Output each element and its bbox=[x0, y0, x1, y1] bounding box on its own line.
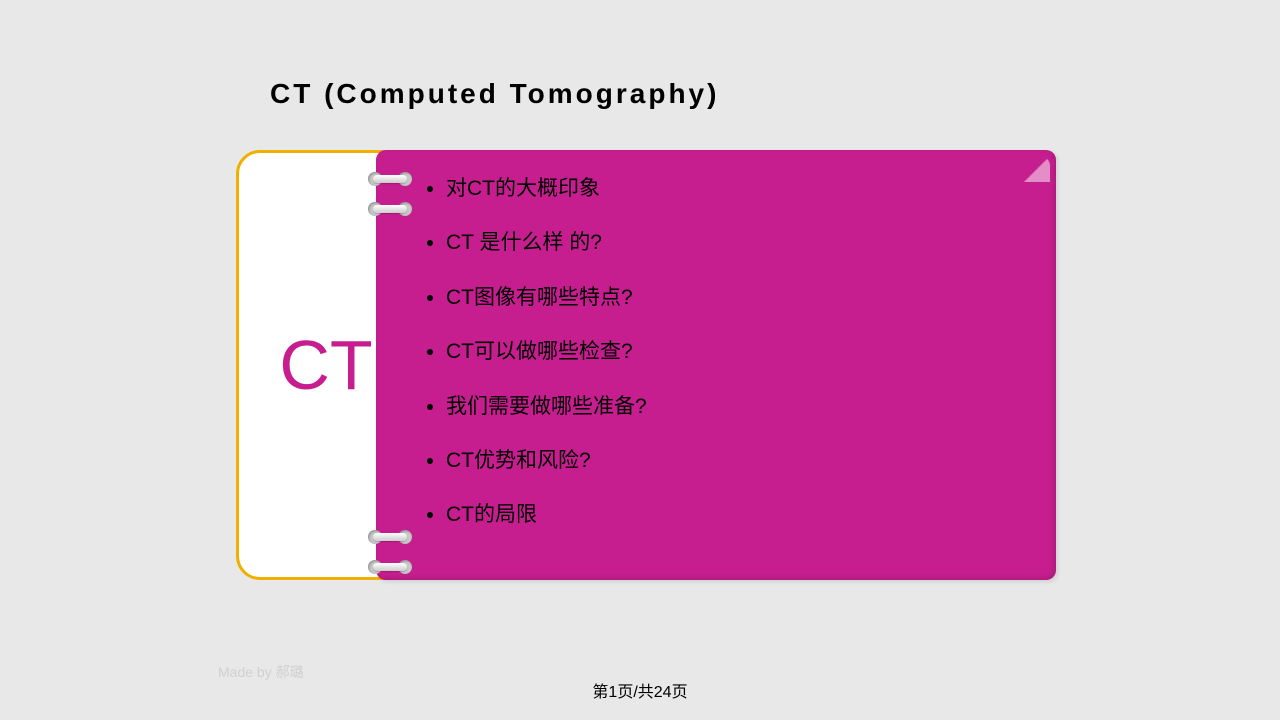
binder-ring-icon bbox=[368, 558, 412, 576]
binder-ring-icon bbox=[368, 170, 412, 188]
binder-ring-icon bbox=[368, 528, 412, 546]
list-item: CT图像有哪些特点? bbox=[446, 283, 1016, 312]
content-card: 对CT的大概印象 CT 是什么样 的? CT图像有哪些特点? CT可以做哪些检查… bbox=[376, 150, 1056, 580]
list-item: CT可以做哪些检查? bbox=[446, 337, 1016, 366]
left-tab-label: CT bbox=[279, 325, 372, 405]
list-item: CT的局限 bbox=[446, 500, 1016, 529]
list-item: 对CT的大概印象 bbox=[446, 174, 1016, 203]
footer-author: Made by 郝璐 bbox=[218, 662, 304, 682]
list-item: 我们需要做哪些准备? bbox=[446, 392, 1016, 421]
binder-ring-icon bbox=[368, 200, 412, 218]
footer-page-indicator: 第1页/共24页 bbox=[592, 678, 687, 702]
list-item: CT优势和风险? bbox=[446, 446, 1016, 475]
bullet-list: 对CT的大概印象 CT 是什么样 的? CT图像有哪些特点? CT可以做哪些检查… bbox=[446, 174, 1016, 530]
list-item: CT 是什么样 的? bbox=[446, 228, 1016, 257]
page-title: CT (Computed Tomography) bbox=[270, 78, 719, 110]
